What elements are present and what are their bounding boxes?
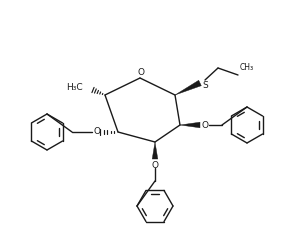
Polygon shape (152, 142, 158, 159)
Text: H₃C: H₃C (66, 83, 83, 92)
Text: O: O (201, 120, 208, 130)
Text: O: O (137, 68, 144, 77)
Text: S: S (202, 81, 208, 89)
Text: O: O (93, 127, 100, 136)
Text: CH₃: CH₃ (240, 63, 254, 72)
Polygon shape (175, 80, 201, 95)
Polygon shape (180, 122, 200, 128)
Text: O: O (151, 161, 158, 170)
